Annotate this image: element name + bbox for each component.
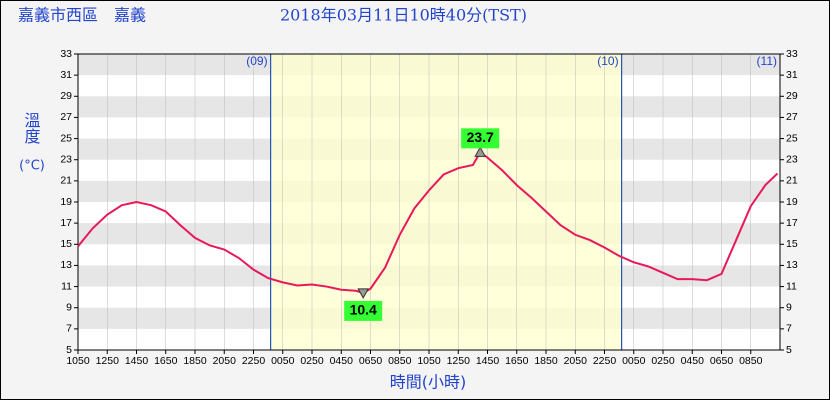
x-tick-label: 2050 xyxy=(564,355,588,367)
y-tick-label: 25 xyxy=(60,132,72,144)
x-tick-label: 1650 xyxy=(505,355,529,367)
y-tick-label-right: 5 xyxy=(786,344,792,356)
day-label: (09) xyxy=(246,54,267,68)
extreme-label: 23.7 xyxy=(467,129,494,145)
x-tick-label: 2250 xyxy=(593,355,617,367)
extreme-marker xyxy=(474,146,487,157)
y-tick-label: 7 xyxy=(66,323,72,335)
y-tick-label: 15 xyxy=(60,238,72,250)
x-tick-label: 1050 xyxy=(417,355,441,367)
x-tick-label: 1250 xyxy=(447,355,471,367)
y-tick-label-right: 27 xyxy=(786,111,798,123)
temperature-line xyxy=(77,150,779,294)
x-tick-label: 0250 xyxy=(300,355,324,367)
day-label: (10) xyxy=(597,54,618,68)
y-tick-label-right: 13 xyxy=(786,259,798,271)
x-tick-label: 2250 xyxy=(242,355,266,367)
x-tick-label: 2050 xyxy=(213,355,237,367)
y-tick-label-right: 25 xyxy=(786,132,798,144)
y-tick-label-right: 29 xyxy=(786,90,798,102)
y-tick-label-right: 7 xyxy=(786,323,792,335)
y-tick-label-right: 31 xyxy=(786,69,798,81)
day-highlight xyxy=(270,54,622,350)
x-tick-label: 1050 xyxy=(66,355,90,367)
x-tick-label: 0650 xyxy=(710,355,734,367)
x-tick-label: 0450 xyxy=(681,355,705,367)
y-tick-label: 5 xyxy=(66,344,72,356)
y-tick-label-right: 23 xyxy=(786,153,798,165)
y-label: 溫度 xyxy=(22,112,41,144)
x-tick-label: 1650 xyxy=(154,355,178,367)
y-tick-label-right: 21 xyxy=(786,175,798,187)
extreme-label-box xyxy=(461,128,500,149)
x-label: 時間(小時) xyxy=(390,373,467,392)
y-tick-label: 23 xyxy=(60,153,72,165)
extreme-label: 10.4 xyxy=(350,302,377,318)
day-label: (11) xyxy=(757,54,777,68)
x-tick-label: 1450 xyxy=(125,355,149,367)
y-tick-label: 29 xyxy=(60,90,72,102)
x-tick-label: 1450 xyxy=(476,355,500,367)
y-tick-label: 21 xyxy=(60,175,72,187)
chart-title: 2018年03月11日10時40分(TST) xyxy=(280,6,527,25)
y-tick-label: 19 xyxy=(60,196,72,208)
x-tick-label: 0050 xyxy=(622,355,646,367)
y-tick-label: 9 xyxy=(66,301,72,313)
y-tick-label: 11 xyxy=(61,280,72,292)
station-name: 嘉義市西區 嘉義 xyxy=(18,6,146,25)
y-tick-label: 13 xyxy=(60,259,72,271)
y-tick-label-right: 11 xyxy=(786,280,797,292)
x-tick-label: 1250 xyxy=(96,355,120,367)
y-tick-label-right: 9 xyxy=(786,301,792,313)
x-tick-label: 0650 xyxy=(359,355,383,367)
extreme-label-box xyxy=(344,300,383,321)
x-tick-label: 0050 xyxy=(271,355,295,367)
y-tick-label: 33 xyxy=(60,48,72,60)
y-tick-label: 31 xyxy=(60,69,72,81)
x-tick-label: 1850 xyxy=(534,355,558,367)
x-tick-label: 0850 xyxy=(739,355,763,367)
x-tick-label: 1850 xyxy=(183,355,207,367)
y-unit: (°C) xyxy=(19,159,45,174)
y-tick-label: 27 xyxy=(60,111,72,123)
x-tick-label: 0250 xyxy=(651,355,675,367)
y-tick-label-right: 33 xyxy=(786,48,798,60)
y-tick-label-right: 19 xyxy=(786,196,798,208)
x-tick-label: 0450 xyxy=(330,355,354,367)
plot-border xyxy=(77,53,781,351)
y-tick-label-right: 15 xyxy=(786,238,798,250)
y-tick-label: 17 xyxy=(60,217,72,229)
extreme-marker xyxy=(357,288,370,299)
y-tick-label-right: 17 xyxy=(786,217,798,229)
x-tick-label: 0850 xyxy=(388,355,412,367)
